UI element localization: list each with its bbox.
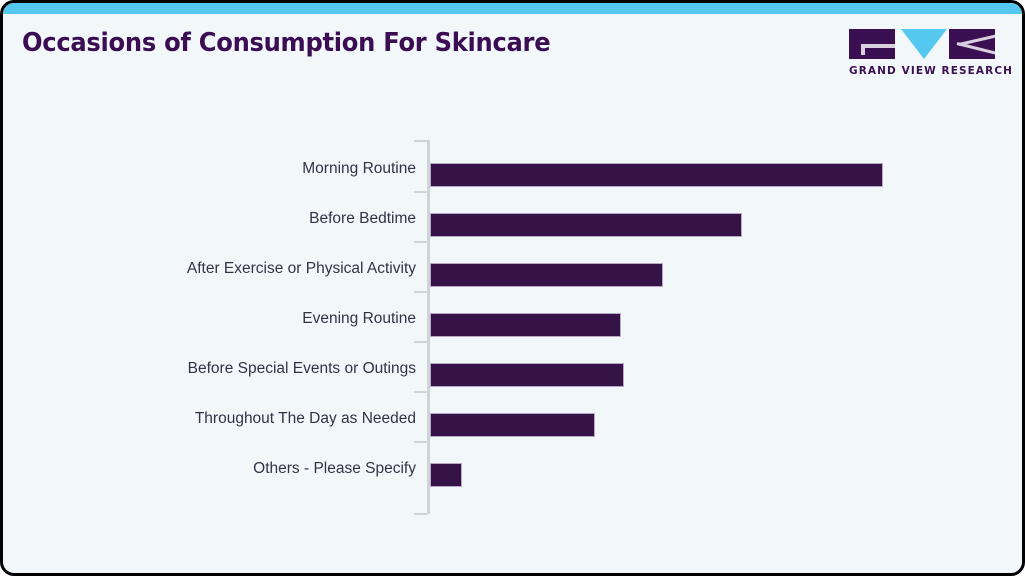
- category-label: Throughout The Day as Needed: [194, 410, 416, 427]
- y-axis-tick: [414, 191, 427, 193]
- logo-marks: [849, 29, 995, 59]
- bar-throughout-the-day[interactable]: [430, 413, 595, 437]
- y-axis-tick: [414, 291, 427, 293]
- bar-evening-routine[interactable]: [430, 313, 621, 337]
- bar-before-bedtime[interactable]: [430, 213, 742, 237]
- y-axis-tick: [414, 341, 427, 343]
- bar-row: Morning Routine: [3, 146, 1022, 196]
- bar-others-please-specify[interactable]: [430, 463, 462, 487]
- y-axis-tick: [414, 241, 427, 243]
- y-axis-tick: [414, 513, 427, 515]
- bar-row: After Exercise or Physical Activity: [3, 246, 1022, 296]
- bar-row: Before Bedtime: [3, 196, 1022, 246]
- logo-r-mark-icon: [949, 29, 995, 59]
- logo-g-stem: [861, 44, 865, 55]
- y-axis-tick: [414, 391, 427, 393]
- bar-row: Throughout The Day as Needed: [3, 396, 1022, 446]
- bar-before-special-events[interactable]: [430, 363, 624, 387]
- bar-morning-routine[interactable]: [430, 163, 883, 187]
- y-axis-spine: [427, 140, 430, 514]
- top-accent-bar: [3, 3, 1022, 14]
- category-label: Evening Routine: [302, 310, 416, 327]
- logo-v-triangle-icon: [901, 29, 947, 59]
- bar-after-exercise[interactable]: [430, 263, 663, 287]
- page-title: Occasions of Consumption For Skincare: [22, 28, 551, 58]
- logo-r-slash-lower: [958, 34, 995, 46]
- bar-row: Others - Please Specify: [3, 446, 1022, 496]
- category-label: Morning Routine: [302, 160, 416, 177]
- bar-row: Before Special Events or Outings: [3, 346, 1022, 396]
- logo-g-notch: [861, 44, 895, 48]
- logo-wordmark: GRAND VIEW RESEARCH: [849, 65, 1014, 77]
- category-label: Others - Please Specify: [253, 460, 416, 477]
- y-axis-tick: [414, 140, 427, 142]
- category-label: Before Bedtime: [309, 210, 416, 227]
- grand-view-research-logo: GRAND VIEW RESEARCH: [849, 29, 1014, 79]
- logo-g-mark-icon: [849, 29, 895, 59]
- y-axis-tick: [414, 441, 427, 443]
- bar-chart-plot-area: Morning Routine Before Bedtime After Exe…: [3, 103, 1022, 543]
- bar-row: Evening Routine: [3, 296, 1022, 346]
- category-label: Before Special Events or Outings: [187, 360, 416, 377]
- category-label: After Exercise or Physical Activity: [186, 260, 416, 277]
